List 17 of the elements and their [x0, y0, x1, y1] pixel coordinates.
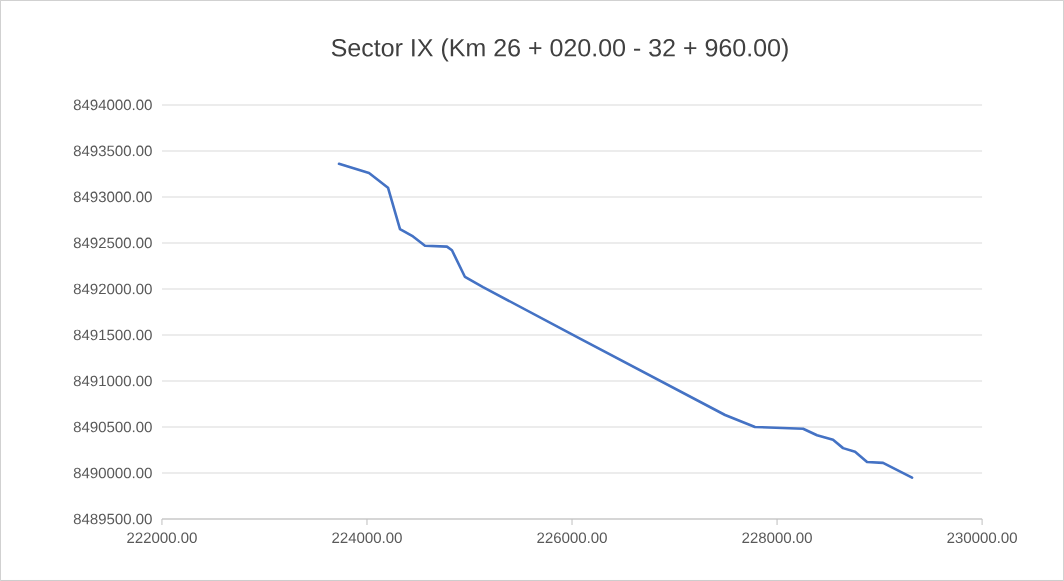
- y-tick-label: 8491000.00: [73, 375, 152, 387]
- line-series: [337, 162, 914, 479]
- y-tick-label: 8493000.00: [73, 191, 152, 203]
- y-tick-label: 8491500.00: [73, 329, 152, 341]
- y-tick-label: 8490000.00: [73, 467, 152, 479]
- y-tick-label: 8492500.00: [73, 237, 152, 249]
- y-tick-label: 8492000.00: [73, 283, 152, 295]
- y-tick-label: 8489500.00: [73, 513, 152, 525]
- x-tick-label: 228000.00: [742, 532, 812, 544]
- y-tick-label: 8494000.00: [73, 99, 152, 111]
- x-tick-label: 230000.00: [947, 532, 1017, 544]
- x-tick-label: 222000.00: [127, 532, 197, 544]
- y-tick-label: 8490500.00: [73, 421, 152, 433]
- y-tick-label: 8493500.00: [73, 145, 152, 157]
- x-tick-label: 224000.00: [332, 532, 402, 544]
- chart-title: Sector IX (Km 26 + 020.00 - 32 + 960.00): [331, 38, 788, 62]
- x-tick-label: 226000.00: [537, 532, 607, 544]
